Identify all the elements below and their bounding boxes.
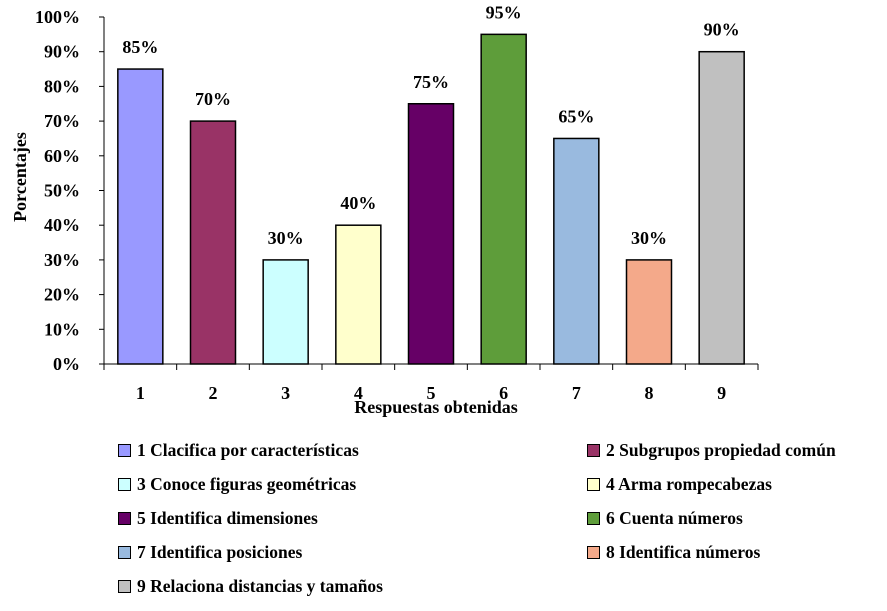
data-label: 85% [122,37,158,57]
bar [262,259,309,365]
x-axis-label: Respuestas obtenidas [354,397,518,417]
legend-label: 4 Arma rompecabezas [606,474,772,494]
y-tick-label: 80% [44,76,80,96]
plot-area: 0% 10% 20% 30% 40% 50% 60% 70% 80% 90% 100% 85% 1 70%… [35,2,759,403]
data-label: 40% [340,193,376,213]
y-tick-label: 10% [44,319,80,339]
legend-label: 3 Conoce figuras geométricas [137,474,357,494]
y-tick-label: 40% [44,215,80,235]
legend-swatch [587,478,600,491]
legend-label: 1 Clacifica por características [137,440,359,460]
bar-chart: Porcentajes Respuestas obtenidas 0% 10% 20… [10,2,759,417]
legend-swatch [587,444,600,457]
y-tick-label: 60% [44,146,80,166]
bar [480,33,527,365]
legend-item: 1 Clacifica por características [118,440,359,461]
legend-swatch [118,580,131,593]
legend-swatch [118,478,131,491]
data-label: 95% [486,2,522,22]
legend-swatch [118,512,131,525]
y-tick-label: 30% [44,250,80,270]
legend-item: 2 Subgrupos propiedad común [587,440,836,461]
legend-item: 6 Cuenta números [587,508,743,529]
bar [625,259,673,365]
bar [335,224,382,365]
y-tick-label: 100% [35,7,80,27]
data-label: 30% [631,228,667,248]
legend-label: 8 Identifica números [606,542,761,562]
data-label: 70% [195,89,231,109]
legend-swatch [118,444,131,457]
y-tick-label: 50% [44,181,80,201]
category-label: 6 [499,383,508,403]
legend-swatch [587,546,600,559]
bar [698,50,745,365]
category-label: 1 [136,383,145,403]
y-tick-label: 20% [44,285,80,305]
y-tick-label: 70% [44,111,80,131]
legend-item: 3 Conoce figuras geométricas [118,474,356,495]
category-label: 8 [645,383,654,403]
legend-item: 9 Relaciona distancias y tamaños [118,576,383,597]
category-label: 2 [209,383,218,403]
category-label: 5 [427,383,436,403]
legend-swatch [118,546,131,559]
legend-label: 7 Identifica posiciones [137,542,303,562]
legend-label: 5 Identifica dimensiones [137,508,318,528]
bar [189,120,237,365]
category-label: 3 [281,383,290,403]
legend-item: 4 Arma rompecabezas [587,474,772,495]
bar [407,103,455,365]
category-label: 9 [717,383,726,403]
data-label: 65% [558,106,594,126]
legend-label: 6 Cuenta números [606,508,743,528]
legend-label: 9 Relaciona distancias y tamaños [137,576,383,596]
legend-label: 2 Subgrupos propiedad común [606,440,836,460]
category-label: 4 [354,383,363,403]
category-label: 7 [572,383,581,403]
data-label: 75% [413,72,449,92]
legend-item: 7 Identifica posiciones [118,542,302,563]
y-axis-label: Porcentajes [10,132,30,222]
legend-item: 5 Identifica dimensiones [118,508,318,529]
data-label: 30% [268,228,304,248]
legend-swatch [587,512,600,525]
y-tick-label: 90% [44,42,80,62]
legend-item: 8 Identifica números [587,542,760,563]
y-tick-label: 0% [53,354,80,374]
data-label: 90% [704,20,740,40]
bar [553,137,600,365]
bar [117,68,164,365]
